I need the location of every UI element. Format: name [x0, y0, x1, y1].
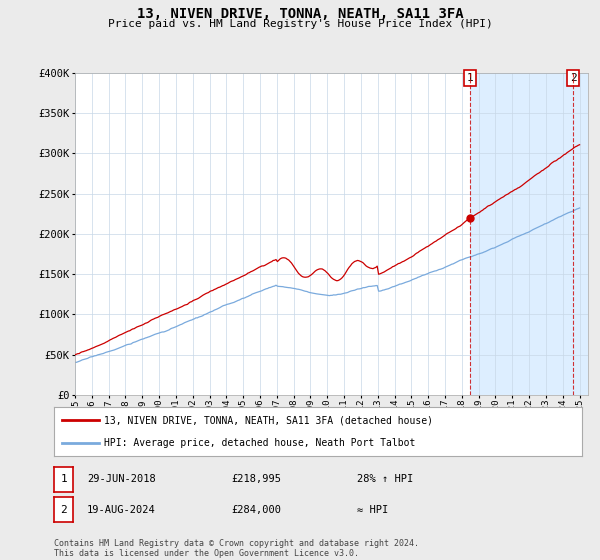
- Text: 13, NIVEN DRIVE, TONNA, NEATH, SA11 3FA: 13, NIVEN DRIVE, TONNA, NEATH, SA11 3FA: [137, 7, 463, 21]
- Text: £284,000: £284,000: [231, 505, 281, 515]
- Text: 29-JUN-2018: 29-JUN-2018: [87, 474, 156, 484]
- Text: 1: 1: [467, 73, 473, 83]
- Text: Price paid vs. HM Land Registry's House Price Index (HPI): Price paid vs. HM Land Registry's House …: [107, 19, 493, 29]
- Text: 1: 1: [60, 474, 67, 484]
- Text: ≈ HPI: ≈ HPI: [357, 505, 388, 515]
- Text: £218,995: £218,995: [231, 474, 281, 484]
- Bar: [470, 73, 588, 395]
- Text: 13, NIVEN DRIVE, TONNA, NEATH, SA11 3FA (detached house): 13, NIVEN DRIVE, TONNA, NEATH, SA11 3FA …: [104, 416, 433, 426]
- Text: Contains HM Land Registry data © Crown copyright and database right 2024.
This d: Contains HM Land Registry data © Crown c…: [54, 539, 419, 558]
- Text: 19-AUG-2024: 19-AUG-2024: [87, 505, 156, 515]
- Text: 2: 2: [60, 505, 67, 515]
- Text: 28% ↑ HPI: 28% ↑ HPI: [357, 474, 413, 484]
- Text: 2: 2: [570, 73, 577, 83]
- Text: HPI: Average price, detached house, Neath Port Talbot: HPI: Average price, detached house, Neat…: [104, 438, 416, 448]
